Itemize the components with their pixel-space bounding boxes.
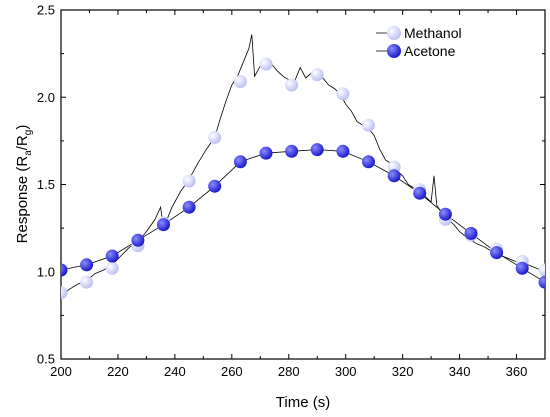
data-point-acetone [259,146,273,160]
data-point-acetone [105,249,119,263]
data-point-acetone [182,200,196,214]
data-point-acetone [336,144,350,158]
data-point-acetone [285,144,299,158]
y-tick-label: 1.0 [37,264,55,279]
data-point-acetone [515,261,529,275]
data-point-methanol [208,130,222,144]
legend-label-acetone: Acetone [404,43,456,59]
data-point-methanol [105,261,119,275]
y-axis-title-close: ) [14,125,31,130]
legend-label-methanol: Methanol [404,25,462,41]
data-point-acetone [157,218,170,232]
y-tick-label: 2.5 [37,3,55,18]
data-point-methanol [285,78,299,92]
data-point-acetone [131,233,145,247]
y-axis-title-main: Response (R [14,156,31,244]
y-axis-title-sep: /R [14,135,31,150]
y-axis-title-sub-g: g [23,130,34,136]
x-tick-label: 220 [107,364,129,379]
x-tick-label: 360 [506,364,528,379]
legend-marker-acetone [387,44,401,58]
y-tick-label: 1.5 [37,177,55,192]
data-point-methanol [61,286,68,300]
legend: Methanol Acetone [376,25,462,59]
x-tick-label: 300 [335,364,357,379]
data-point-acetone [413,186,427,200]
data-point-methanol [362,118,375,132]
x-axis-title: Time (s) [276,394,330,411]
x-axis: 200 220 240 260 280 300 320 340 360 [50,10,527,379]
x-tick-label: 260 [221,364,243,379]
data-point-acetone [233,155,247,169]
x-tick-label: 200 [50,364,72,379]
y-tick-label: 2.0 [37,90,55,105]
series-markers [61,57,545,300]
y-axis-title: Response (Ra/Rg) [14,125,34,244]
data-point-methanol [538,263,545,277]
data-point-acetone [362,155,375,169]
y-tick-label: 0.5 [37,352,55,367]
data-point-acetone [438,207,452,221]
x-tick-label: 240 [164,364,186,379]
legend-marker-methanol [387,26,401,40]
data-point-methanol [233,75,247,88]
data-point-acetone [538,275,545,289]
data-point-methanol [336,87,350,101]
data-point-acetone [208,179,222,193]
data-point-methanol [310,68,324,82]
data-point-methanol [259,57,273,71]
x-tick-label: 340 [449,364,471,379]
y-axis: 0.5 1.0 1.5 2.0 2.5 [37,3,545,367]
data-point-acetone [80,258,94,272]
data-point-acetone [387,169,401,183]
data-point-acetone [310,143,324,157]
data-point-acetone [490,246,504,260]
data-point-methanol [182,174,196,188]
y-axis-title-sub-a: a [23,150,34,156]
x-tick-label: 280 [278,364,300,379]
data-point-acetone [464,226,478,240]
x-tick-label: 320 [392,364,414,379]
plot-area [60,9,546,360]
data-point-methanol [80,275,94,289]
data-point-acetone [61,263,68,277]
